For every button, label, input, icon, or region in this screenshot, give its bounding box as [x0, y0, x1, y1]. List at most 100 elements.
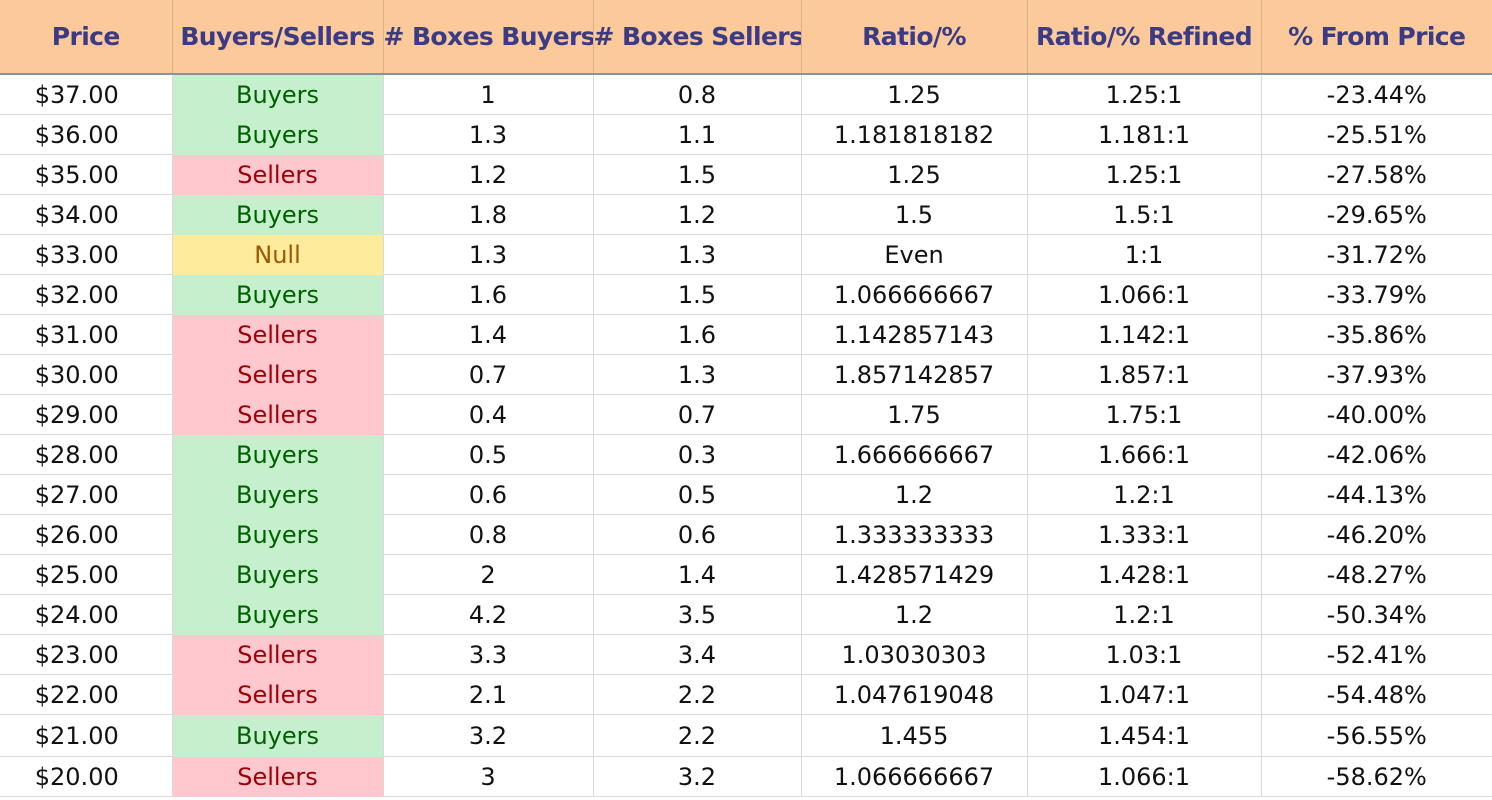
buyers-sellers-cell[interactable]: Sellers: [172, 634, 384, 675]
boxes-buyers-cell[interactable]: 1.3: [383, 114, 594, 155]
buyers-sellers-cell[interactable]: Buyers: [172, 194, 384, 235]
price-cell[interactable]: $28.00: [0, 434, 173, 475]
from-price-cell[interactable]: -48.27%: [1261, 554, 1492, 595]
buyers-sellers-cell[interactable]: Buyers: [172, 594, 384, 635]
from-price-cell[interactable]: -46.20%: [1261, 514, 1492, 555]
ratio-refined-cell[interactable]: 1.2:1: [1027, 594, 1262, 635]
price-cell[interactable]: $31.00: [0, 314, 173, 355]
ratio-refined-cell[interactable]: 1.75:1: [1027, 394, 1262, 435]
ratio-cell[interactable]: 1.142857143: [801, 314, 1028, 355]
price-cell[interactable]: $33.00: [0, 234, 173, 275]
from-price-cell[interactable]: -29.65%: [1261, 194, 1492, 235]
buyers-sellers-cell[interactable]: Sellers: [172, 674, 384, 715]
header-boxes-sellers[interactable]: # Boxes Sellers: [593, 0, 802, 75]
boxes-sellers-cell[interactable]: 3.4: [593, 634, 802, 675]
boxes-sellers-cell[interactable]: 0.3: [593, 434, 802, 475]
ratio-refined-cell[interactable]: 1.666:1: [1027, 434, 1262, 475]
boxes-sellers-cell[interactable]: 3.2: [593, 756, 802, 797]
boxes-sellers-cell[interactable]: 1.1: [593, 114, 802, 155]
ratio-cell[interactable]: 1.181818182: [801, 114, 1028, 155]
ratio-refined-cell[interactable]: 1.25:1: [1027, 74, 1262, 115]
ratio-refined-cell[interactable]: 1:1: [1027, 234, 1262, 275]
boxes-buyers-cell[interactable]: 0.8: [383, 514, 594, 555]
boxes-buyers-cell[interactable]: 3: [383, 756, 594, 797]
boxes-buyers-cell[interactable]: 2.1: [383, 674, 594, 715]
ratio-refined-cell[interactable]: 1.142:1: [1027, 314, 1262, 355]
header-buyers-sellers[interactable]: Buyers/Sellers: [172, 0, 384, 75]
price-cell[interactable]: $24.00: [0, 594, 173, 635]
from-price-cell[interactable]: -50.34%: [1261, 594, 1492, 635]
from-price-cell[interactable]: -40.00%: [1261, 394, 1492, 435]
ratio-cell[interactable]: 1.03030303: [801, 634, 1028, 675]
boxes-sellers-cell[interactable]: 1.5: [593, 154, 802, 195]
price-cell[interactable]: $32.00: [0, 274, 173, 315]
ratio-cell[interactable]: 1.5: [801, 194, 1028, 235]
buyers-sellers-cell[interactable]: Buyers: [172, 474, 384, 515]
ratio-cell[interactable]: 1.25: [801, 74, 1028, 115]
boxes-sellers-cell[interactable]: 1.4: [593, 554, 802, 595]
buyers-sellers-cell[interactable]: Buyers: [172, 714, 384, 757]
ratio-cell[interactable]: 1.066666667: [801, 756, 1028, 797]
from-price-cell[interactable]: -25.51%: [1261, 114, 1492, 155]
header-price[interactable]: Price: [0, 0, 173, 75]
price-cell[interactable]: $27.00: [0, 474, 173, 515]
buyers-sellers-cell[interactable]: Buyers: [172, 74, 384, 115]
boxes-buyers-cell[interactable]: 0.7: [383, 354, 594, 395]
boxes-sellers-cell[interactable]: 1.3: [593, 234, 802, 275]
boxes-buyers-cell[interactable]: 1.2: [383, 154, 594, 195]
ratio-refined-cell[interactable]: 1.066:1: [1027, 274, 1262, 315]
price-cell[interactable]: $21.00: [0, 714, 173, 757]
boxes-buyers-cell[interactable]: 1.8: [383, 194, 594, 235]
ratio-cell[interactable]: 1.2: [801, 594, 1028, 635]
ratio-refined-cell[interactable]: 1.03:1: [1027, 634, 1262, 675]
price-cell[interactable]: $26.00: [0, 514, 173, 555]
ratio-cell[interactable]: 1.455: [801, 714, 1028, 757]
boxes-buyers-cell[interactable]: 1.6: [383, 274, 594, 315]
boxes-buyers-cell[interactable]: 3.2: [383, 714, 594, 757]
ratio-refined-cell[interactable]: 1.428:1: [1027, 554, 1262, 595]
boxes-buyers-cell[interactable]: 0.5: [383, 434, 594, 475]
ratio-cell[interactable]: 1.75: [801, 394, 1028, 435]
buyers-sellers-cell[interactable]: Buyers: [172, 554, 384, 595]
boxes-sellers-cell[interactable]: 1.6: [593, 314, 802, 355]
price-cell[interactable]: $37.00: [0, 74, 173, 115]
ratio-cell[interactable]: 1.666666667: [801, 434, 1028, 475]
ratio-cell[interactable]: Even: [801, 234, 1028, 275]
ratio-refined-cell[interactable]: 1.181:1: [1027, 114, 1262, 155]
ratio-refined-cell[interactable]: 1.2:1: [1027, 474, 1262, 515]
boxes-sellers-cell[interactable]: 1.3: [593, 354, 802, 395]
buyers-sellers-cell[interactable]: Sellers: [172, 314, 384, 355]
ratio-refined-cell[interactable]: 1.857:1: [1027, 354, 1262, 395]
buyers-sellers-cell[interactable]: Sellers: [172, 154, 384, 195]
header-boxes-buyers[interactable]: # Boxes Buyers: [383, 0, 594, 75]
ratio-refined-cell[interactable]: 1.066:1: [1027, 756, 1262, 797]
buyers-sellers-cell[interactable]: Sellers: [172, 756, 384, 797]
from-price-cell[interactable]: -44.13%: [1261, 474, 1492, 515]
from-price-cell[interactable]: -35.86%: [1261, 314, 1492, 355]
ratio-refined-cell[interactable]: 1.333:1: [1027, 514, 1262, 555]
ratio-cell[interactable]: 1.857142857: [801, 354, 1028, 395]
price-cell[interactable]: $23.00: [0, 634, 173, 675]
ratio-cell[interactable]: 1.428571429: [801, 554, 1028, 595]
buyers-sellers-cell[interactable]: Buyers: [172, 514, 384, 555]
boxes-sellers-cell[interactable]: 1.5: [593, 274, 802, 315]
boxes-buyers-cell[interactable]: 4.2: [383, 594, 594, 635]
buyers-sellers-cell[interactable]: Sellers: [172, 354, 384, 395]
boxes-sellers-cell[interactable]: 0.6: [593, 514, 802, 555]
price-cell[interactable]: $34.00: [0, 194, 173, 235]
buyers-sellers-cell[interactable]: Buyers: [172, 274, 384, 315]
price-cell[interactable]: $30.00: [0, 354, 173, 395]
from-price-cell[interactable]: -27.58%: [1261, 154, 1492, 195]
from-price-cell[interactable]: -23.44%: [1261, 74, 1492, 115]
boxes-sellers-cell[interactable]: 0.8: [593, 74, 802, 115]
from-price-cell[interactable]: -42.06%: [1261, 434, 1492, 475]
price-cell[interactable]: $25.00: [0, 554, 173, 595]
price-cell[interactable]: $29.00: [0, 394, 173, 435]
from-price-cell[interactable]: -52.41%: [1261, 634, 1492, 675]
ratio-cell[interactable]: 1.066666667: [801, 274, 1028, 315]
buyers-sellers-cell[interactable]: Buyers: [172, 434, 384, 475]
buyers-sellers-cell[interactable]: Sellers: [172, 394, 384, 435]
price-cell[interactable]: $22.00: [0, 674, 173, 715]
buyers-sellers-cell[interactable]: Null: [172, 234, 384, 275]
buyers-sellers-cell[interactable]: Buyers: [172, 114, 384, 155]
